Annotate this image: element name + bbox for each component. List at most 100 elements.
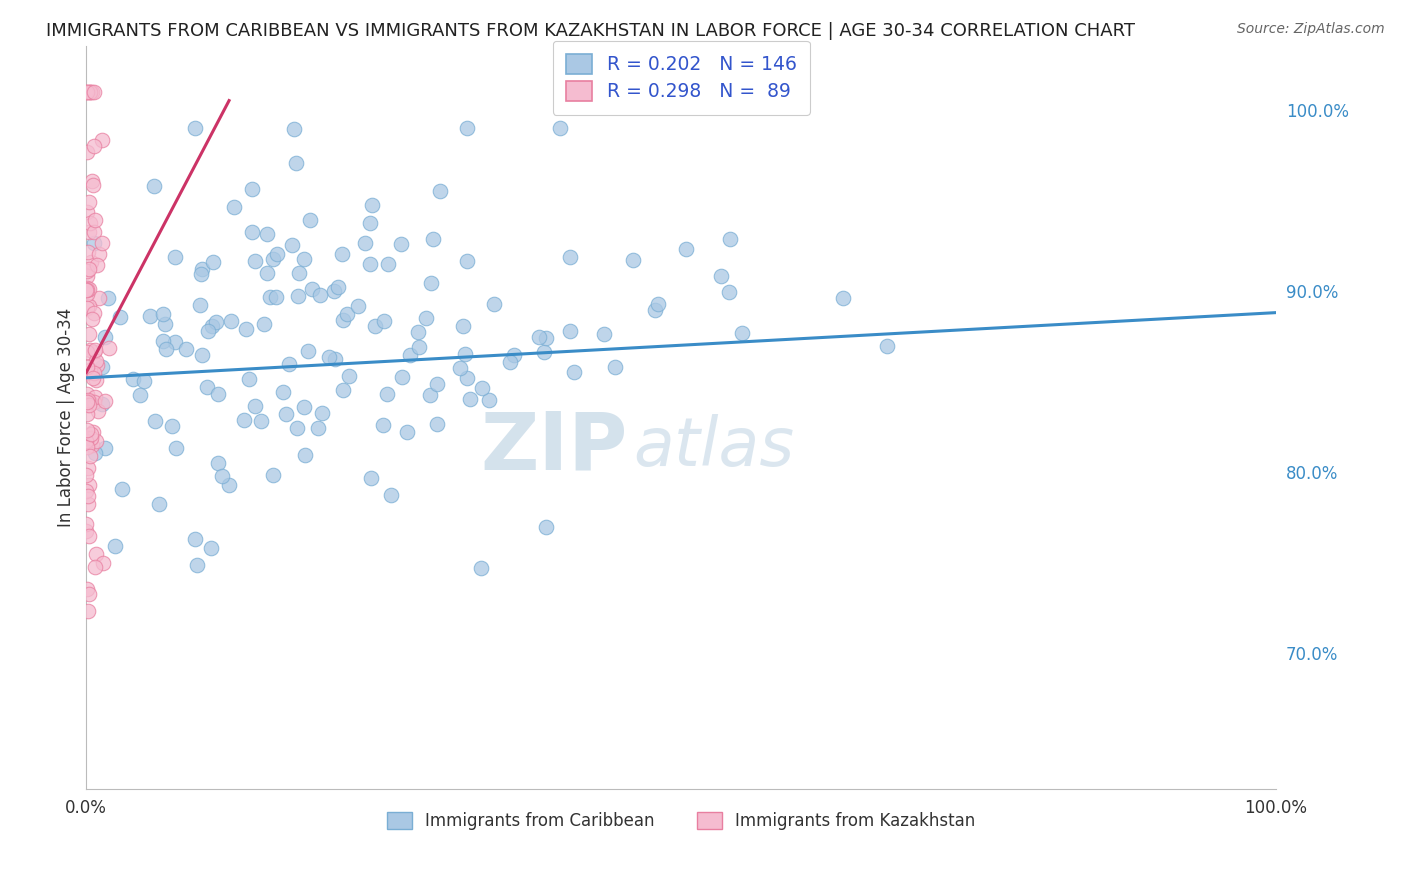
Point <box>426 376 449 391</box>
Point <box>449 360 471 375</box>
Legend: Immigrants from Caribbean, Immigrants from Kazakhstan: Immigrants from Caribbean, Immigrants fr… <box>381 805 981 837</box>
Point <box>163 334 186 349</box>
Point <box>240 182 263 196</box>
Point <box>86 548 108 562</box>
Point <box>253 317 276 331</box>
Point <box>186 558 208 572</box>
Point <box>240 225 263 239</box>
Point <box>285 156 308 170</box>
Point <box>395 425 418 439</box>
Point <box>76 284 98 298</box>
Point <box>211 469 233 483</box>
Point <box>91 359 114 374</box>
Point <box>219 314 242 328</box>
Point <box>94 330 117 344</box>
Point <box>426 417 449 431</box>
Point <box>76 366 98 380</box>
Point <box>243 254 266 268</box>
Point <box>75 434 97 448</box>
Point <box>162 418 184 433</box>
Point <box>80 427 103 442</box>
Point <box>373 314 395 328</box>
Point <box>406 325 429 339</box>
Point <box>337 369 360 384</box>
Point <box>364 319 387 334</box>
Point <box>264 290 287 304</box>
Point <box>79 216 101 230</box>
Point <box>360 471 382 485</box>
Point <box>415 310 437 325</box>
Point <box>111 483 134 497</box>
Point <box>90 133 112 147</box>
Point <box>83 306 105 320</box>
Point <box>256 227 278 242</box>
Point <box>287 266 309 280</box>
Point <box>191 262 214 277</box>
Point <box>207 456 229 470</box>
Point <box>143 414 166 428</box>
Point <box>375 387 398 401</box>
Point <box>77 604 100 618</box>
Point <box>76 395 98 409</box>
Point <box>76 387 98 401</box>
Point <box>84 343 107 358</box>
Point <box>76 284 98 298</box>
Point <box>451 319 474 334</box>
Point <box>83 366 105 380</box>
Point <box>262 468 284 483</box>
Point <box>83 225 105 239</box>
Point <box>484 297 506 311</box>
Point <box>499 355 522 369</box>
Point <box>76 440 98 454</box>
Point <box>76 85 98 99</box>
Point <box>97 291 120 305</box>
Point <box>323 285 346 299</box>
Point <box>190 348 212 362</box>
Point <box>332 313 354 327</box>
Point <box>163 250 186 264</box>
Point <box>307 421 329 435</box>
Point <box>93 394 115 409</box>
Point <box>456 370 478 384</box>
Point <box>83 139 105 153</box>
Point <box>477 392 499 407</box>
Point <box>359 257 381 271</box>
Point <box>710 268 733 283</box>
Point <box>184 120 207 135</box>
Point <box>197 324 219 338</box>
Point <box>79 300 101 314</box>
Point <box>235 322 257 336</box>
Point <box>90 235 112 250</box>
Point <box>83 344 105 359</box>
Point <box>224 201 246 215</box>
Point <box>399 349 422 363</box>
Point <box>332 384 354 398</box>
Point <box>82 178 104 192</box>
Point <box>77 587 100 601</box>
Point <box>274 407 297 421</box>
Point <box>87 403 110 417</box>
Point <box>143 178 166 193</box>
Point <box>458 392 481 407</box>
Point <box>283 122 305 136</box>
Text: atlas: atlas <box>634 415 794 481</box>
Point <box>79 449 101 463</box>
Point <box>83 85 105 99</box>
Point <box>104 540 127 554</box>
Point <box>75 85 97 99</box>
Point <box>77 262 100 277</box>
Point <box>77 85 100 99</box>
Point <box>76 360 98 375</box>
Text: IMMIGRANTS FROM CARIBBEAN VS IMMIGRANTS FROM KAZAKHSTAN IN LABOR FORCE | AGE 30-: IMMIGRANTS FROM CARIBBEAN VS IMMIGRANTS … <box>46 22 1135 40</box>
Point <box>195 379 218 393</box>
Point <box>380 488 402 502</box>
Point <box>361 198 384 212</box>
Point <box>98 341 121 355</box>
Point <box>188 298 211 312</box>
Point <box>562 366 585 380</box>
Point <box>79 343 101 358</box>
Point <box>256 266 278 280</box>
Point <box>308 288 330 302</box>
Point <box>76 393 98 408</box>
Point <box>77 326 100 341</box>
